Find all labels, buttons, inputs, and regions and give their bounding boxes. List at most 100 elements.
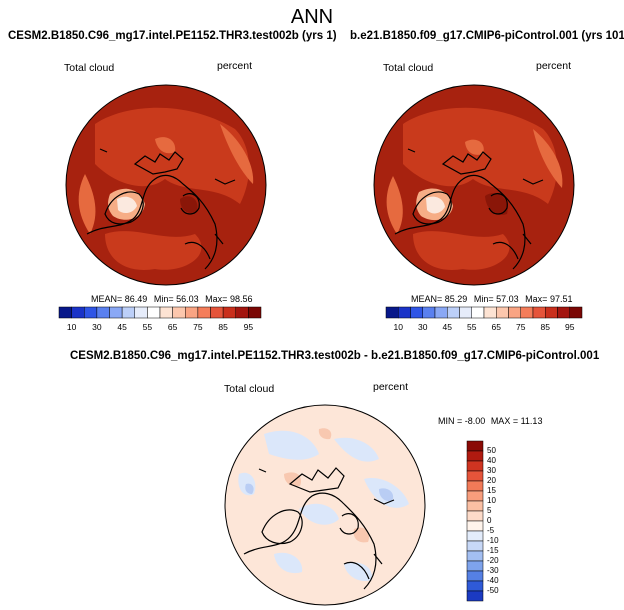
colorbar-tick-label: 45 <box>442 322 452 332</box>
colorbar-tick-label: 10 <box>487 496 496 505</box>
colorbar-swatch <box>466 490 484 502</box>
colorbar-swatch <box>147 306 161 319</box>
colorbar-swatch <box>466 590 484 602</box>
colorbar-swatch <box>466 530 484 542</box>
colorbar-tick-label: 75 <box>516 322 526 332</box>
colorbar-swatch <box>466 480 484 492</box>
left-max-value: 98.56 <box>229 294 253 304</box>
colorbar-swatch <box>557 306 570 319</box>
colorbar-swatch <box>71 306 85 319</box>
colorbar-swatch <box>466 520 484 532</box>
colorbar-swatch <box>398 306 411 319</box>
colorbar-swatch <box>496 306 509 319</box>
colorbar-tick-label: 85 <box>218 322 228 332</box>
colorbar-tick-label: 65 <box>167 322 178 332</box>
colorbar-tick-label: 45 <box>117 322 127 332</box>
colorbar-tick-label: 30 <box>418 322 428 332</box>
diff-max-label: MAX = <box>490 416 519 426</box>
colorbar-swatch <box>569 306 583 319</box>
colorbar-swatch <box>520 306 534 319</box>
right-stats: MEAN= 85.29 Min= 57.03 Max= 97.51 <box>411 294 572 304</box>
colorbar-tick-label: 55 <box>142 322 153 332</box>
right-colorbar <box>385 306 583 319</box>
right-mean-label: MEAN= <box>411 294 443 304</box>
colorbar-tick-label: 95 <box>243 322 254 332</box>
right-variable-label: Total cloud <box>383 62 434 74</box>
left-panel-title: CESM2.B1850.C96_mg17.intel.PE1152.THR3.t… <box>8 30 337 42</box>
right-panel-title: b.e21.B1850.f09_g17.CMIP6-piControl.001 … <box>350 30 624 42</box>
colorbar-tick-label: 10 <box>393 322 403 332</box>
colorbar-swatch <box>134 306 148 319</box>
colorbar-tick-label: 30 <box>92 322 102 332</box>
colorbar-swatch <box>84 306 98 319</box>
colorbar-swatch <box>185 306 199 319</box>
colorbar-tick-label: 15 <box>487 486 496 495</box>
diff-max-value: 11.13 <box>520 416 543 426</box>
colorbar-swatch <box>466 540 484 552</box>
colorbar-swatch <box>532 306 546 319</box>
diff-stats: MIN = -8.00 MAX = 11.13 <box>438 416 542 426</box>
colorbar-swatch <box>96 306 110 319</box>
colorbar-tick-label: 75 <box>193 322 203 332</box>
colorbar-swatch <box>471 306 485 319</box>
left-min-label: Min= <box>153 294 174 304</box>
right-mean-value: 85.29 <box>444 294 468 304</box>
colorbar-swatch <box>466 460 484 472</box>
colorbar-tick-label: -50 <box>487 586 499 595</box>
diff-colorbar-ticks: 50 40 30 20 15 10 5 0 -5 -10 -15 -20 -30 -40 -50 <box>487 441 517 601</box>
colorbar-swatch <box>508 306 521 319</box>
left-stats: MEAN= 86.49 Min= 56.03 Max= 98.56 <box>91 294 252 304</box>
colorbar-tick-label: 30 <box>487 466 496 475</box>
colorbar-swatch <box>159 306 173 319</box>
colorbar-swatch <box>210 306 224 319</box>
colorbar-tick-label: -5 <box>487 526 495 535</box>
colorbar-swatch <box>466 510 484 522</box>
colorbar-tick-label: 5 <box>487 506 492 515</box>
right-colorbar-ticks: 10 30 45 55 65 75 85 95 <box>386 322 582 334</box>
diff-min-value: -8.00 <box>464 416 486 426</box>
colorbar-swatch <box>459 306 472 319</box>
colorbar-tick-label: 55 <box>467 322 477 332</box>
colorbar-tick-label: -10 <box>487 536 499 545</box>
diff-polar-map <box>224 404 426 606</box>
colorbar-tick-label: 10 <box>66 322 77 332</box>
colorbar-swatch <box>466 450 484 462</box>
colorbar-swatch <box>466 570 484 582</box>
colorbar-swatch <box>447 306 460 319</box>
colorbar-swatch <box>466 470 484 482</box>
colorbar-tick-label: 50 <box>487 446 496 455</box>
colorbar-tick-label: 0 <box>487 516 492 525</box>
figure-title: ANN <box>290 6 334 28</box>
colorbar-tick-label: -30 <box>487 566 499 575</box>
left-max-label: Max= <box>205 294 228 304</box>
colorbar-tick-label: 20 <box>487 476 496 485</box>
colorbar-tick-label: 95 <box>565 322 575 332</box>
colorbar-swatch <box>545 306 558 319</box>
colorbar-swatch <box>248 306 262 319</box>
colorbar-tick-label: -15 <box>487 546 499 555</box>
colorbar-tick-label: 85 <box>540 322 550 332</box>
diff-units-label: percent <box>373 381 409 393</box>
colorbar-swatch <box>172 306 186 319</box>
colorbar-swatch <box>466 500 484 512</box>
right-min-label: Min= <box>473 294 494 304</box>
right-units-label: percent <box>536 60 572 72</box>
colorbar-swatch <box>466 560 484 572</box>
colorbar-swatch <box>385 306 399 319</box>
left-colorbar <box>58 306 262 319</box>
right-max-value: 97.51 <box>549 294 573 304</box>
colorbar-swatch <box>58 306 72 319</box>
colorbar-swatch <box>483 306 497 319</box>
colorbar-swatch <box>466 580 484 592</box>
colorbar-swatch <box>222 306 236 319</box>
left-polar-map <box>65 84 267 286</box>
colorbar-tick-label: 65 <box>491 322 501 332</box>
diff-variable-label: Total cloud <box>224 383 275 395</box>
diff-min-label: MIN = <box>438 416 463 426</box>
left-mean-label: MEAN= <box>91 294 123 304</box>
colorbar-swatch <box>466 440 484 452</box>
colorbar-tick-label: 40 <box>487 456 496 465</box>
colorbar-swatch <box>434 306 448 319</box>
colorbar-tick-label: -20 <box>487 556 499 565</box>
colorbar-swatch <box>109 306 123 319</box>
